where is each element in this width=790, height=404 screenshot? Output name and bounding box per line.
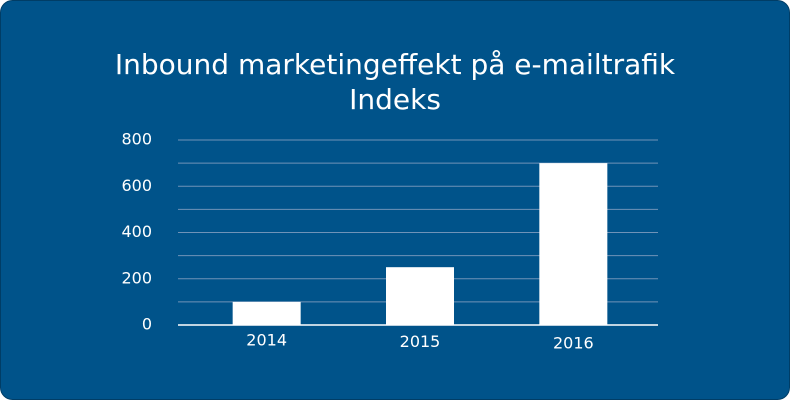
y-tick-label: 0 [142,315,152,334]
chart-subtitle: Indeks [349,83,441,116]
x-tick-label: 2014 [246,331,287,350]
x-tick-label: 2016 [553,334,594,353]
bar [232,301,301,325]
bar [386,267,454,325]
x-tick-label: 2015 [400,332,441,351]
chart-title: Inbound marketingeffekt på e-mailtrafik [115,48,676,81]
bar [539,163,608,325]
y-tick-label: 400 [121,222,152,241]
y-tick-label: 800 [121,130,152,149]
y-tick-label: 200 [121,268,152,287]
y-tick-label: 600 [121,176,152,195]
